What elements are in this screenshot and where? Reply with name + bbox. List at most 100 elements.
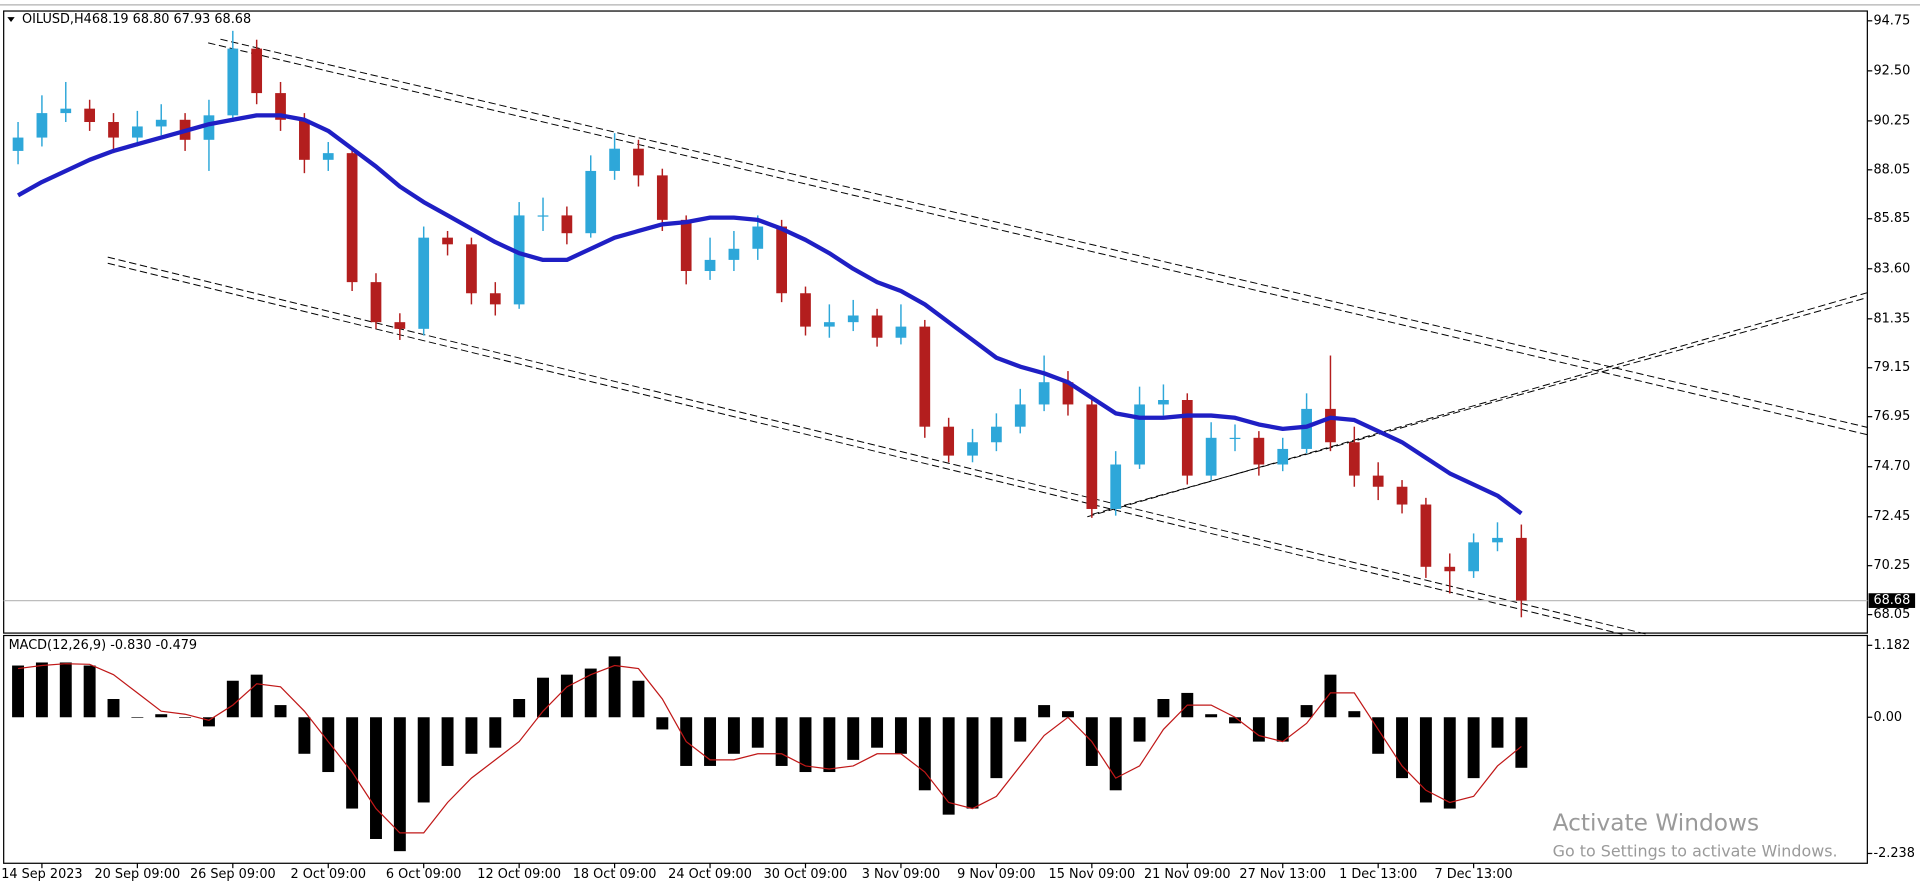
candle-body (728, 248, 740, 260)
candle-body (1372, 475, 1384, 487)
macd-bar (35, 662, 48, 718)
candle-body (752, 226, 764, 249)
macd-bar (274, 705, 287, 718)
candle-body (370, 282, 382, 323)
symbol-label: OILUSD,H4 (22, 12, 92, 27)
x-tick-label: 1 Dec 13:00 (1339, 867, 1417, 882)
trend-line (1087, 292, 1868, 518)
macd-bar (1109, 717, 1122, 791)
y-tick-label: -2.238 (1873, 846, 1914, 861)
signal-line (17, 663, 1522, 834)
macd-bar (704, 717, 717, 766)
macd-bar (179, 717, 192, 718)
x-tick-label: 24 Oct 09:00 (668, 867, 752, 882)
candle-body (537, 215, 549, 217)
macd-bar (1229, 717, 1241, 724)
macd-bar (1157, 699, 1170, 718)
macd-bar (1515, 717, 1528, 768)
macd-bar (83, 665, 96, 718)
y-tick-label: 85.85 (1873, 211, 1910, 226)
candle-body (776, 226, 788, 294)
x-tick-label: 6 Oct 09:00 (386, 867, 462, 882)
candle-body (1158, 400, 1169, 405)
candle-body (609, 148, 620, 171)
macd-bar (966, 717, 979, 809)
macd-bar (1252, 717, 1265, 742)
candle-body (36, 113, 48, 138)
x-tick-label: 15 Nov 09:00 (1049, 867, 1136, 882)
y-tick-label: 79.15 (1873, 360, 1910, 375)
candle-body (322, 153, 334, 160)
macd-bar (584, 668, 597, 718)
macd-bar (107, 699, 120, 718)
x-tick-label: 21 Nov 09:00 (1144, 867, 1231, 882)
x-tick-label: 26 Sep 09:00 (190, 867, 276, 882)
candle-body (895, 326, 907, 338)
macd-bar (1372, 717, 1385, 754)
watermark-title: Activate Windows (1553, 810, 1759, 837)
trend-line (107, 262, 1623, 635)
candle-body (12, 137, 24, 151)
macd-bar (1205, 714, 1218, 718)
candle-body (1038, 382, 1050, 405)
macd-bar (1038, 705, 1051, 718)
macd-bar (12, 665, 25, 718)
candle-body (919, 326, 931, 427)
macd-bar (202, 717, 215, 727)
candle-body (108, 122, 119, 138)
macd-bar (1014, 717, 1027, 742)
candle-body (299, 119, 310, 160)
macd-bar (513, 699, 526, 718)
current-price-label: 68.68 (1873, 593, 1910, 608)
macd-bar (847, 717, 860, 760)
y-tick-label: 81.35 (1873, 311, 1910, 326)
macd-bar (346, 717, 359, 809)
candle-body (1086, 404, 1098, 509)
macd-bar (894, 717, 907, 754)
trend-line (1092, 297, 1868, 515)
candle-body (656, 175, 668, 220)
y-tick-label: 92.50 (1873, 63, 1910, 78)
y-tick-label: 90.25 (1873, 113, 1910, 128)
candle-body (991, 426, 1002, 443)
x-tick-label: 20 Sep 09:00 (94, 867, 180, 882)
trend-lines (107, 38, 1868, 635)
candle-body (1134, 404, 1145, 465)
candle-body (1492, 537, 1503, 543)
candle-body (346, 153, 358, 283)
macd-bar (1324, 674, 1337, 718)
candle-body (1277, 448, 1289, 465)
y-tick-label: 72.45 (1873, 509, 1910, 524)
candle-body (513, 215, 525, 305)
macd-bar (632, 680, 645, 718)
macd-bar (1348, 711, 1361, 718)
y-tick-label: 76.95 (1873, 409, 1910, 424)
trend-line (208, 42, 1868, 436)
candle-body (1348, 442, 1360, 476)
candle-body (203, 115, 215, 140)
macd-bar (1062, 711, 1074, 718)
macd-bar (799, 717, 812, 773)
y-tick-label: 1.182 (1873, 638, 1910, 653)
x-tick-label: 12 Oct 09:00 (477, 867, 561, 882)
macd-bar (727, 717, 740, 754)
x-tick-label: 2 Oct 09:00 (290, 867, 366, 882)
candle-body (251, 48, 263, 94)
x-tick-label: 3 Nov 09:00 (862, 867, 940, 882)
macd-bar (751, 717, 764, 748)
macd-bar (608, 656, 621, 718)
candle-body (155, 119, 167, 127)
candle-body (585, 170, 597, 234)
main-panel (3, 10, 1868, 634)
macd-bar (59, 662, 72, 718)
candle-body (1420, 504, 1432, 567)
candle-body (394, 322, 406, 329)
macd-bar (1133, 717, 1146, 742)
macd-bar (1396, 717, 1409, 779)
y-tick-label: 74.70 (1873, 459, 1910, 474)
macd-bar (226, 680, 239, 718)
macd-bar (131, 717, 144, 718)
candle-body (1205, 437, 1217, 476)
